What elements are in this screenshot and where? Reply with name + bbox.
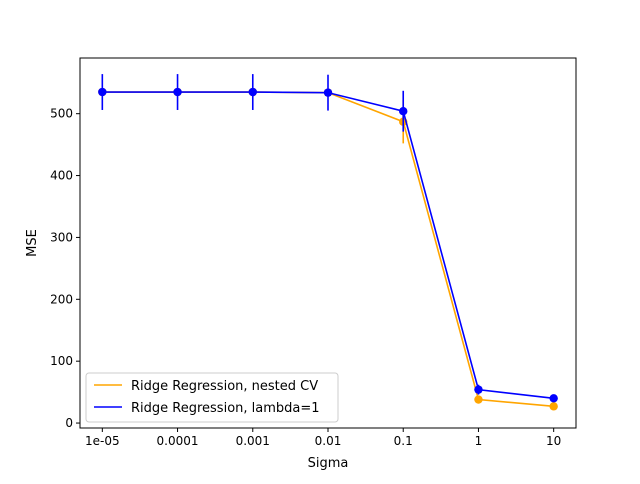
y-tick-label: 300 xyxy=(50,230,73,244)
x-tick-label: 1 xyxy=(475,434,483,448)
data-point xyxy=(98,87,107,97)
data-point xyxy=(474,395,483,404)
x-axis: 1e-05 0.0001 0.001 0.01 0.1 1 10 xyxy=(85,428,561,448)
data-point xyxy=(549,394,558,403)
x-tick-label: 0.001 xyxy=(236,434,270,448)
data-point xyxy=(173,87,182,97)
y-tick-label: 0 xyxy=(65,416,73,430)
data-point xyxy=(474,385,483,394)
data-point xyxy=(399,107,408,116)
series-2 xyxy=(98,74,558,403)
x-tick-label: 10 xyxy=(546,434,561,448)
legend-label-lambda-1: Ridge Regression, lambda=1 xyxy=(131,401,320,416)
x-axis-label: Sigma xyxy=(308,456,349,471)
y-tick-label: 100 xyxy=(50,354,73,368)
x-tick-label: 0.01 xyxy=(315,434,342,448)
x-tick-label: 0.1 xyxy=(394,434,413,448)
legend-box xyxy=(85,372,339,423)
data-point xyxy=(549,402,558,411)
data-layer xyxy=(98,74,558,411)
y-axis-label: MSE xyxy=(25,229,40,257)
y-tick-label: 400 xyxy=(50,169,73,183)
y-axis: 0 100 200 300 400 500 xyxy=(50,107,80,430)
legend: Ridge Regression, nested CV Ridge Regres… xyxy=(85,372,339,423)
data-point xyxy=(248,87,257,97)
y-tick-label: 500 xyxy=(50,107,73,121)
data-point xyxy=(323,88,333,97)
y-tick-label: 200 xyxy=(50,292,73,306)
legend-label-nested-cv: Ridge Regression, nested CV xyxy=(131,379,318,394)
x-tick-label: 0.0001 xyxy=(157,434,199,448)
x-tick-label: 1e-05 xyxy=(85,434,120,448)
